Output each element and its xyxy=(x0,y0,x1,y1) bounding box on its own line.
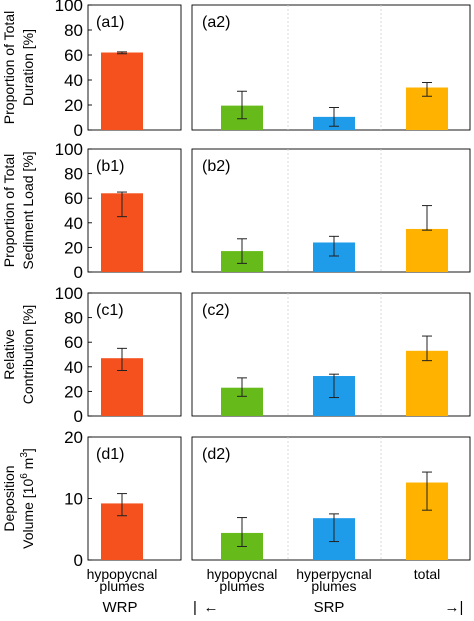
srp-label: SRP xyxy=(314,599,345,616)
y-tick-label: 40 xyxy=(64,358,83,377)
panel-tag-right: (b2) xyxy=(202,158,230,175)
panel-tag-right: (d2) xyxy=(202,446,230,463)
y-axis-label: Proportion of Total Sediment Load [%] xyxy=(1,151,36,269)
y-axis-label: Proportion of Total Duration [%] xyxy=(1,11,36,124)
wrp-label: WRP xyxy=(103,599,138,616)
bar-3 xyxy=(406,350,448,416)
panel-tag-left: (a1) xyxy=(96,14,124,31)
y-tick-label: 60 xyxy=(64,189,83,208)
x-category-label: hypopycnal xyxy=(207,566,278,582)
x-category-label: hyperpycnal xyxy=(296,566,372,582)
x-category-label: total xyxy=(414,566,440,582)
panel-tag-left: (d1) xyxy=(96,446,124,463)
right-arrow: →| xyxy=(445,599,464,616)
y-tick-label: 0 xyxy=(74,551,83,570)
x-category-label: hypopycnal xyxy=(87,566,158,582)
chart-row-0: 0 20 40 60 80 100 Proportion of Total Duration … xyxy=(1,0,471,140)
x-category-label: plumes xyxy=(311,578,356,594)
y-tick-label: 0 xyxy=(74,407,83,426)
y-tick-label: 80 xyxy=(64,309,83,328)
y-tick-label: 20 xyxy=(64,428,83,447)
bar-0 xyxy=(101,52,143,130)
y-tick-label: 0 xyxy=(74,121,83,140)
panel-tag-right: (a2) xyxy=(202,14,230,31)
y-tick-label: 40 xyxy=(64,71,83,90)
y-tick-label: 80 xyxy=(64,165,83,184)
wrp-srp-separator: | xyxy=(193,599,197,616)
chart-row-1: 0 20 40 60 80 100 Proportion of Total Sediment … xyxy=(1,140,471,282)
y-tick-label: 100 xyxy=(55,140,83,159)
bar-3 xyxy=(406,228,448,272)
y-tick-label: 40 xyxy=(64,214,83,233)
panel-tag-right: (c2) xyxy=(202,302,230,319)
y-tick-label: 20 xyxy=(64,382,83,401)
x-category-labels: hypopycnalplumeshypopycnalplumeshyperpyc… xyxy=(87,566,441,594)
y-tick-label: 100 xyxy=(55,284,83,303)
panel-tag-left: (b1) xyxy=(96,158,124,175)
y-axis-label: Relative Contribution [%] xyxy=(1,305,36,405)
x-category-label: plumes xyxy=(99,578,144,594)
panel-tag-left: (c1) xyxy=(96,302,124,319)
chart-row-2: 0 20 40 60 80 100 Relative Contribution [%] (c1)… xyxy=(1,284,471,426)
y-axis-label: Deposition Volume [106 m3] xyxy=(1,448,36,549)
y-tick-label: 100 xyxy=(55,0,83,15)
y-tick-label: 20 xyxy=(64,238,83,257)
y-tick-label: 60 xyxy=(64,46,83,65)
chart-row-3: 0 10 20 Deposition Volume [106 m3] (d1) (d2) xyxy=(1,428,471,570)
y-tick-label: 60 xyxy=(64,333,83,352)
y-tick-label: 20 xyxy=(64,96,83,115)
y-tick-label: 0 xyxy=(74,263,83,282)
bottom-annotation: WRP | ← SRP →| xyxy=(103,599,464,616)
y-tick-label: 80 xyxy=(64,21,83,40)
y-tick-label: 10 xyxy=(64,490,83,509)
x-category-label: plumes xyxy=(219,578,264,594)
left-arrow: ← xyxy=(204,599,219,616)
